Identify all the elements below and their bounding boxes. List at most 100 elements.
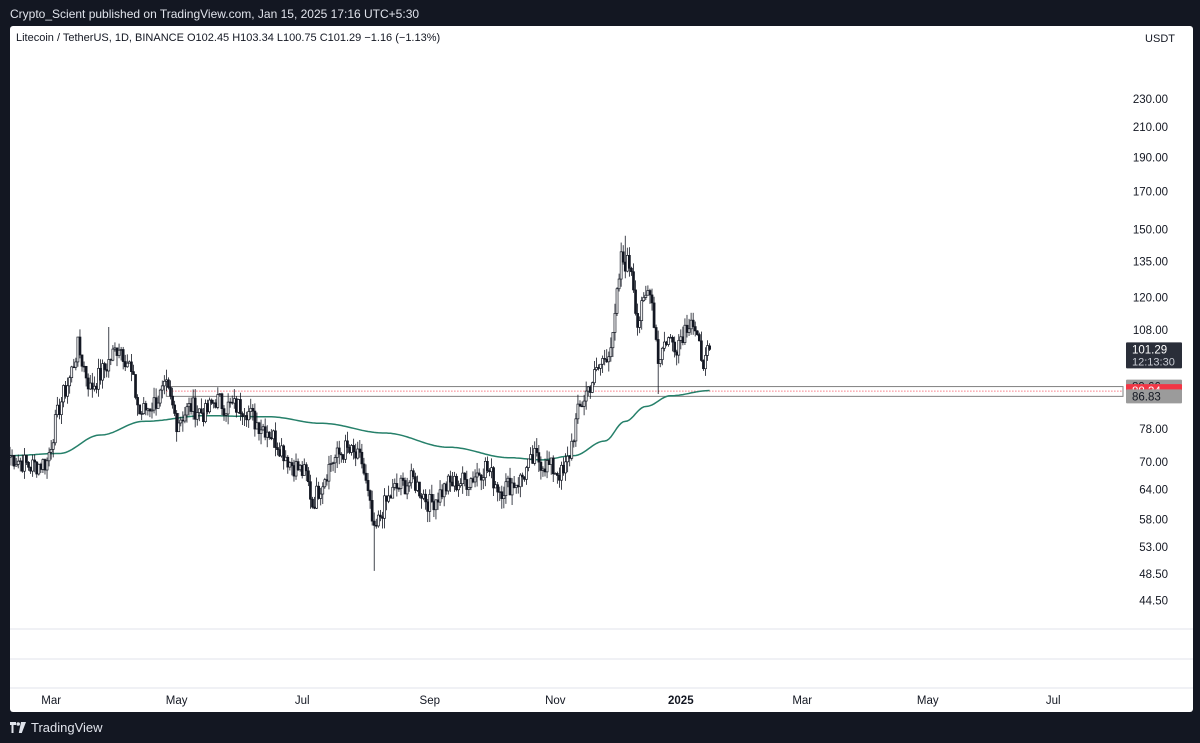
candle-body	[350, 445, 353, 453]
candle-body	[539, 461, 543, 471]
candle	[315, 477, 318, 510]
candle-body	[173, 404, 176, 414]
candle-body	[296, 461, 300, 471]
candle	[500, 485, 504, 509]
candle	[263, 418, 267, 441]
candle	[82, 361, 86, 373]
candle-body	[689, 319, 693, 330]
candle-body	[483, 461, 487, 479]
candle-body	[66, 385, 69, 397]
candle-body	[47, 452, 51, 462]
candle	[481, 468, 485, 489]
candle-body	[311, 498, 314, 508]
price-chart[interactable]: 230.00 210.00 190.00 170.00 150.00 135.00 120.…	[10, 26, 1193, 712]
candle	[350, 443, 353, 456]
candle-body	[504, 481, 508, 496]
candle	[428, 489, 432, 522]
candle	[551, 455, 555, 482]
candle-body	[23, 454, 26, 472]
candle	[374, 518, 378, 529]
candle	[590, 381, 594, 394]
chart-frame[interactable]: 230.00 210.00 190.00 170.00 150.00 135.00 120.…	[10, 26, 1193, 712]
publisher-bar: Crypto_Scient published on TradingView.c…	[0, 0, 1200, 26]
y-tick-label: 70.00	[1139, 457, 1168, 469]
candle-body	[706, 345, 709, 356]
candle-body	[269, 437, 273, 440]
candle-body	[681, 336, 685, 343]
candle	[278, 442, 281, 457]
candle	[671, 335, 674, 352]
candle	[348, 444, 351, 455]
candle	[430, 484, 434, 503]
x-tick-label: Nov	[545, 695, 566, 707]
candle-body	[25, 454, 28, 463]
candle	[387, 485, 390, 504]
candle-body	[278, 449, 281, 457]
candle-body	[216, 394, 220, 408]
candle	[574, 413, 578, 447]
candle	[490, 458, 493, 479]
candle-body	[459, 483, 462, 487]
y-tick-label: 48.50	[1139, 569, 1168, 581]
candle	[70, 365, 74, 383]
candle	[494, 481, 497, 489]
candle	[621, 245, 625, 265]
candle-body	[498, 491, 502, 493]
candle	[99, 359, 102, 385]
tradingview-logo[interactable]: TradingView	[10, 720, 103, 735]
candle-body	[527, 458, 530, 468]
candle	[14, 457, 18, 467]
candle	[93, 376, 96, 392]
candle-body	[590, 382, 594, 393]
axis-layer: 230.00 210.00 190.00 170.00 150.00 135.00 120.…	[41, 94, 1168, 707]
candle-body	[90, 382, 94, 390]
candle-body	[74, 361, 78, 368]
candle	[360, 443, 364, 469]
candle-body	[506, 477, 510, 483]
candle-body	[671, 336, 674, 343]
candle-body	[663, 341, 666, 349]
footer-bar: TradingView	[0, 712, 1200, 743]
candle-body	[541, 468, 545, 471]
candle	[687, 318, 691, 337]
candle-body	[86, 377, 90, 390]
candle-body	[475, 472, 479, 478]
candle	[109, 358, 113, 366]
candle	[434, 499, 438, 520]
candle-body	[212, 402, 216, 404]
moving-average-layer	[10, 389, 710, 461]
candle	[327, 455, 331, 490]
y-tick-label: 108.00	[1133, 325, 1168, 337]
candle-body	[134, 374, 137, 398]
candle	[43, 458, 47, 475]
price-label: 86.83	[1126, 389, 1182, 404]
candle	[459, 478, 462, 488]
candle-body	[60, 401, 63, 416]
candle-body	[603, 358, 607, 360]
candle	[95, 383, 98, 394]
candle-body	[195, 412, 199, 420]
candle	[64, 381, 67, 399]
candle	[127, 360, 131, 364]
price-label-bg	[1126, 389, 1182, 404]
candle	[638, 316, 642, 334]
candle-body	[574, 418, 578, 442]
candle	[399, 475, 403, 496]
candle-body	[183, 414, 187, 422]
candle	[510, 478, 514, 505]
candle	[669, 333, 672, 339]
candle	[523, 476, 526, 482]
candle-body	[467, 486, 471, 490]
candle	[51, 438, 55, 458]
candle-body	[675, 351, 679, 356]
candle	[370, 490, 374, 526]
candle-body	[444, 483, 448, 492]
candle-body	[601, 358, 604, 365]
candle	[364, 464, 368, 484]
candle-body	[272, 430, 275, 440]
candle	[317, 481, 321, 500]
candle	[401, 472, 405, 486]
candle-body	[263, 426, 267, 438]
candle	[623, 235, 627, 279]
candle	[179, 416, 183, 427]
